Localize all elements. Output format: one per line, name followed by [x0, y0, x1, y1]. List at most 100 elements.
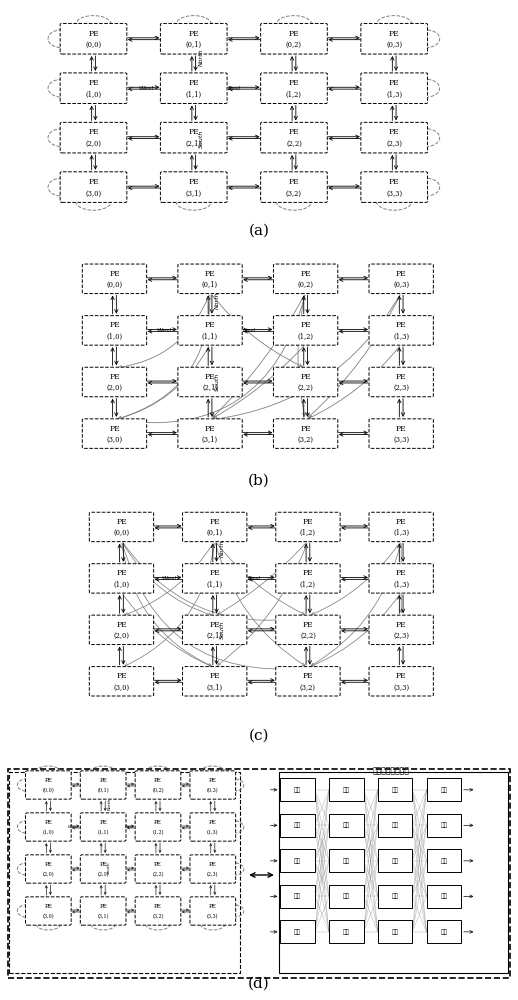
Text: (2,3): (2,3) — [207, 872, 219, 877]
FancyBboxPatch shape — [182, 615, 247, 645]
Text: PE: PE — [209, 569, 220, 577]
Text: North: North — [199, 49, 204, 66]
Text: (0,3): (0,3) — [393, 281, 409, 289]
Text: PE: PE — [154, 862, 162, 867]
Text: South: South — [199, 130, 204, 148]
FancyBboxPatch shape — [89, 564, 154, 593]
Text: PE: PE — [116, 518, 127, 526]
FancyBboxPatch shape — [178, 316, 242, 345]
Text: (3,3): (3,3) — [393, 683, 409, 691]
Text: PE: PE — [396, 672, 407, 680]
Text: PE: PE — [209, 820, 217, 825]
Text: 开关: 开关 — [392, 787, 398, 793]
Text: PE: PE — [389, 30, 399, 38]
Text: 开关: 开关 — [343, 787, 350, 793]
FancyBboxPatch shape — [276, 512, 340, 542]
Text: 开关: 开关 — [294, 787, 301, 793]
Text: 开关: 开关 — [294, 858, 301, 864]
Text: North: North — [220, 539, 224, 557]
Text: 开关: 开关 — [343, 894, 350, 899]
Text: (3,3): (3,3) — [207, 914, 219, 919]
Text: (0,3): (0,3) — [207, 788, 219, 793]
FancyBboxPatch shape — [369, 512, 434, 542]
FancyBboxPatch shape — [369, 264, 434, 294]
Text: (3,0): (3,0) — [113, 683, 130, 691]
FancyBboxPatch shape — [329, 778, 364, 801]
Text: (0,2): (0,2) — [286, 41, 302, 49]
Text: (1,2): (1,2) — [286, 91, 302, 99]
Text: PE: PE — [396, 373, 407, 381]
Text: (2,0): (2,0) — [113, 632, 130, 640]
FancyBboxPatch shape — [60, 73, 127, 103]
Text: (3,2): (3,2) — [300, 683, 316, 691]
FancyBboxPatch shape — [329, 885, 364, 908]
Text: (3,2): (3,2) — [286, 189, 302, 197]
Text: PE: PE — [300, 373, 311, 381]
Text: PE: PE — [300, 321, 311, 329]
Text: PE: PE — [303, 672, 313, 680]
Text: PE: PE — [209, 778, 217, 783]
Text: South: South — [215, 373, 220, 391]
Text: 开关: 开关 — [440, 894, 447, 899]
FancyBboxPatch shape — [135, 771, 181, 799]
FancyBboxPatch shape — [161, 122, 227, 153]
Text: PE: PE — [396, 425, 407, 433]
Text: West: West — [67, 825, 79, 829]
FancyBboxPatch shape — [378, 885, 412, 908]
FancyBboxPatch shape — [161, 23, 227, 54]
Text: (0,0): (0,0) — [113, 529, 130, 537]
FancyBboxPatch shape — [261, 172, 327, 202]
Text: PE: PE — [99, 820, 107, 825]
FancyBboxPatch shape — [161, 73, 227, 103]
Text: PE: PE — [109, 321, 120, 329]
Text: North: North — [107, 797, 111, 810]
Text: (c): (c) — [249, 729, 269, 743]
Text: (2,2): (2,2) — [152, 872, 164, 877]
Text: (0,1): (0,1) — [207, 529, 223, 537]
FancyBboxPatch shape — [190, 771, 236, 799]
Text: (3,1): (3,1) — [185, 189, 202, 197]
Text: (a): (a) — [249, 224, 269, 238]
Text: (0,3): (0,3) — [386, 41, 402, 49]
FancyBboxPatch shape — [178, 367, 242, 397]
FancyBboxPatch shape — [280, 814, 315, 837]
Text: PE: PE — [289, 178, 299, 186]
FancyBboxPatch shape — [135, 897, 181, 925]
FancyBboxPatch shape — [261, 73, 327, 103]
Text: PE: PE — [209, 672, 220, 680]
Text: West: West — [138, 86, 154, 91]
FancyBboxPatch shape — [361, 73, 427, 103]
FancyBboxPatch shape — [89, 615, 154, 645]
Text: (1,1): (1,1) — [97, 830, 109, 835]
FancyBboxPatch shape — [276, 564, 340, 593]
Text: (2,0): (2,0) — [107, 384, 122, 392]
Text: (1,2): (1,2) — [300, 529, 316, 537]
Text: (1,3): (1,3) — [393, 332, 409, 340]
FancyBboxPatch shape — [369, 615, 434, 645]
Text: 全局多级互连网络: 全局多级互连网络 — [372, 767, 410, 775]
FancyBboxPatch shape — [178, 419, 242, 448]
FancyBboxPatch shape — [369, 316, 434, 345]
FancyBboxPatch shape — [60, 23, 127, 54]
Text: 开关: 开关 — [343, 823, 350, 828]
Text: 开关: 开关 — [392, 929, 398, 935]
FancyBboxPatch shape — [274, 264, 338, 294]
Text: (1,0): (1,0) — [106, 332, 123, 340]
FancyBboxPatch shape — [89, 667, 154, 696]
Text: PE: PE — [189, 128, 199, 136]
Text: PE: PE — [289, 128, 299, 136]
FancyBboxPatch shape — [80, 771, 126, 799]
Text: PE: PE — [45, 778, 52, 783]
FancyBboxPatch shape — [369, 667, 434, 696]
FancyBboxPatch shape — [274, 316, 338, 345]
Text: PE: PE — [116, 621, 127, 629]
Text: (2,2): (2,2) — [298, 384, 313, 392]
FancyBboxPatch shape — [135, 813, 181, 841]
Text: (2,1): (2,1) — [202, 384, 218, 392]
Text: (3,3): (3,3) — [393, 436, 409, 444]
Text: PE: PE — [116, 569, 127, 577]
Text: PE: PE — [389, 178, 399, 186]
Text: (3,1): (3,1) — [97, 914, 109, 919]
Text: PE: PE — [209, 518, 220, 526]
Text: PE: PE — [154, 904, 162, 909]
